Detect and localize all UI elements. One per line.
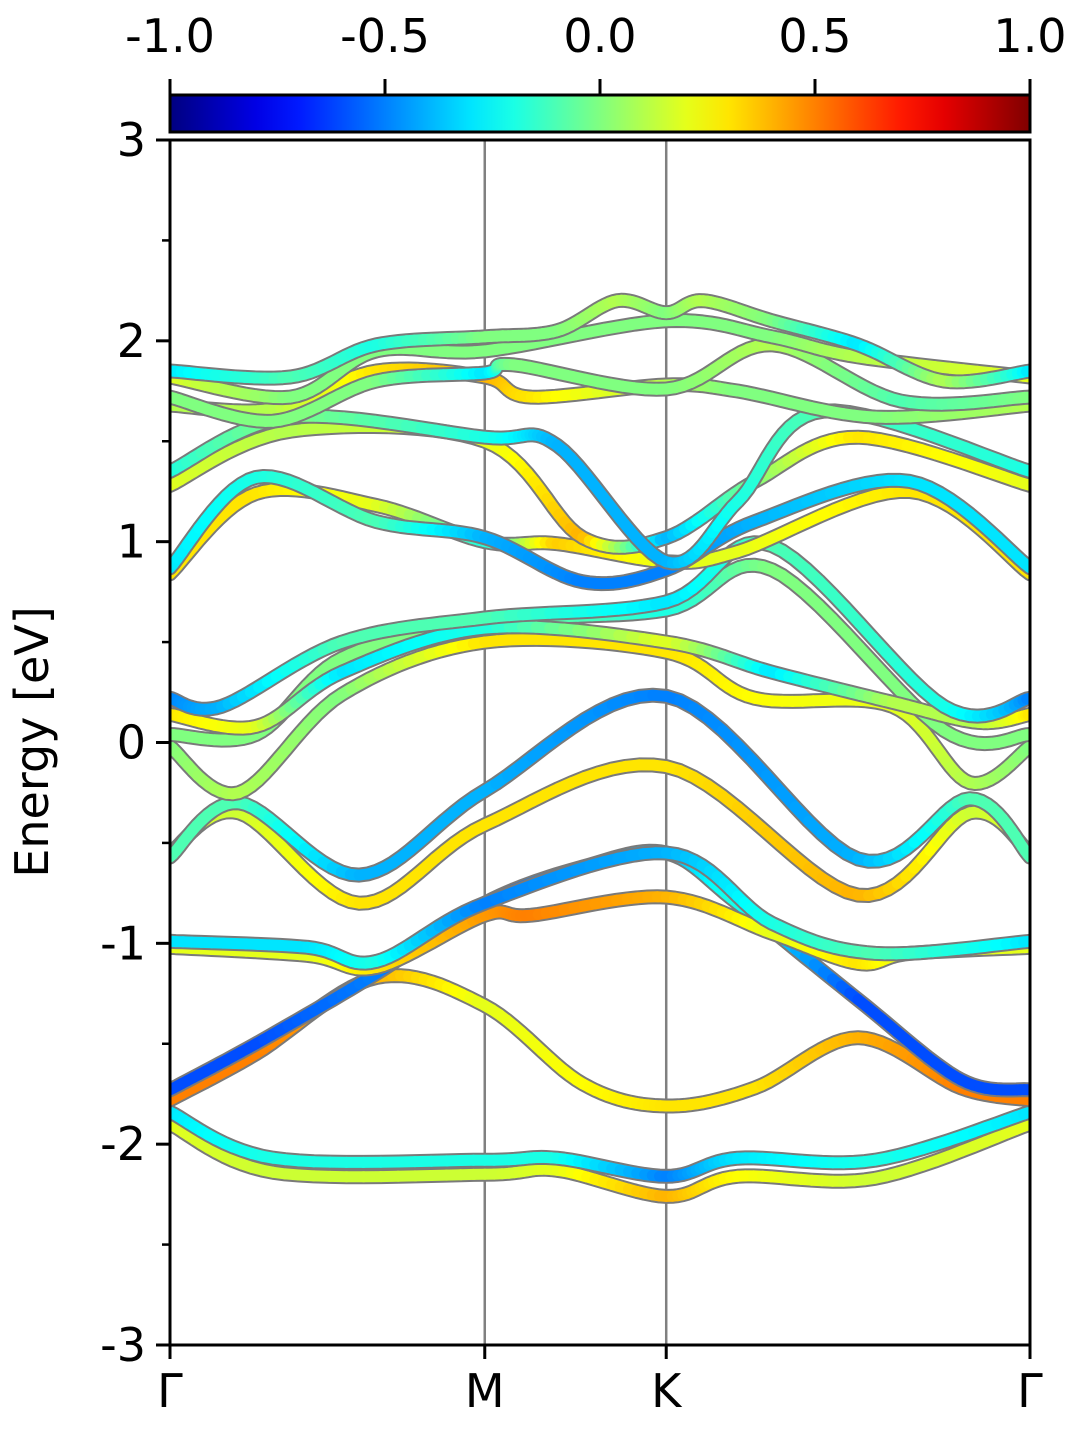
band-14 [170,469,1030,592]
y-tick-label: 0 [117,716,146,770]
y-tick-label: -1 [100,916,146,970]
colorbar-gradient [170,95,1030,132]
band-2 [170,1104,1030,1184]
band-18 [170,337,1030,429]
y-tick-label: 2 [117,314,146,368]
kpoint-label: M [465,1364,505,1418]
y-tick-label: 3 [117,113,146,167]
y-axis-title: Energy [eV] [5,606,59,877]
kpoint-label: Γ [1017,1364,1043,1418]
kpoint-label: Γ [157,1364,183,1418]
y-tick-label: -3 [100,1318,146,1372]
colorbar-ticks: -1.0 -0.5 0.0 0.5 1.0 [125,9,1067,95]
plot-area: -3 -2 -1 0 1 2 3 Γ M K Γ [100,113,1043,1418]
colorbar-tick-label: 1.0 [993,9,1066,63]
colorbar-tick-label: -1.0 [125,9,215,63]
band-20 [170,292,1030,390]
kpoint-label: K [651,1364,683,1418]
y-axis: -3 -2 -1 0 1 2 3 [100,113,170,1372]
colorbar-tick-label: -0.5 [340,9,430,63]
colorbar: -1.0 -0.5 0.0 0.5 1.0 [125,9,1067,134]
colorbar-tick-label: 0.5 [778,9,851,63]
colorbar-tick-label: 0.0 [563,9,636,63]
y-tick-label: -2 [100,1117,146,1171]
band-8 [170,687,1030,883]
band-16 [170,403,1030,571]
y-tick-label: 1 [117,515,146,569]
bands [170,292,1030,1204]
band-1 [170,1116,1030,1204]
band-6 [170,845,1030,971]
